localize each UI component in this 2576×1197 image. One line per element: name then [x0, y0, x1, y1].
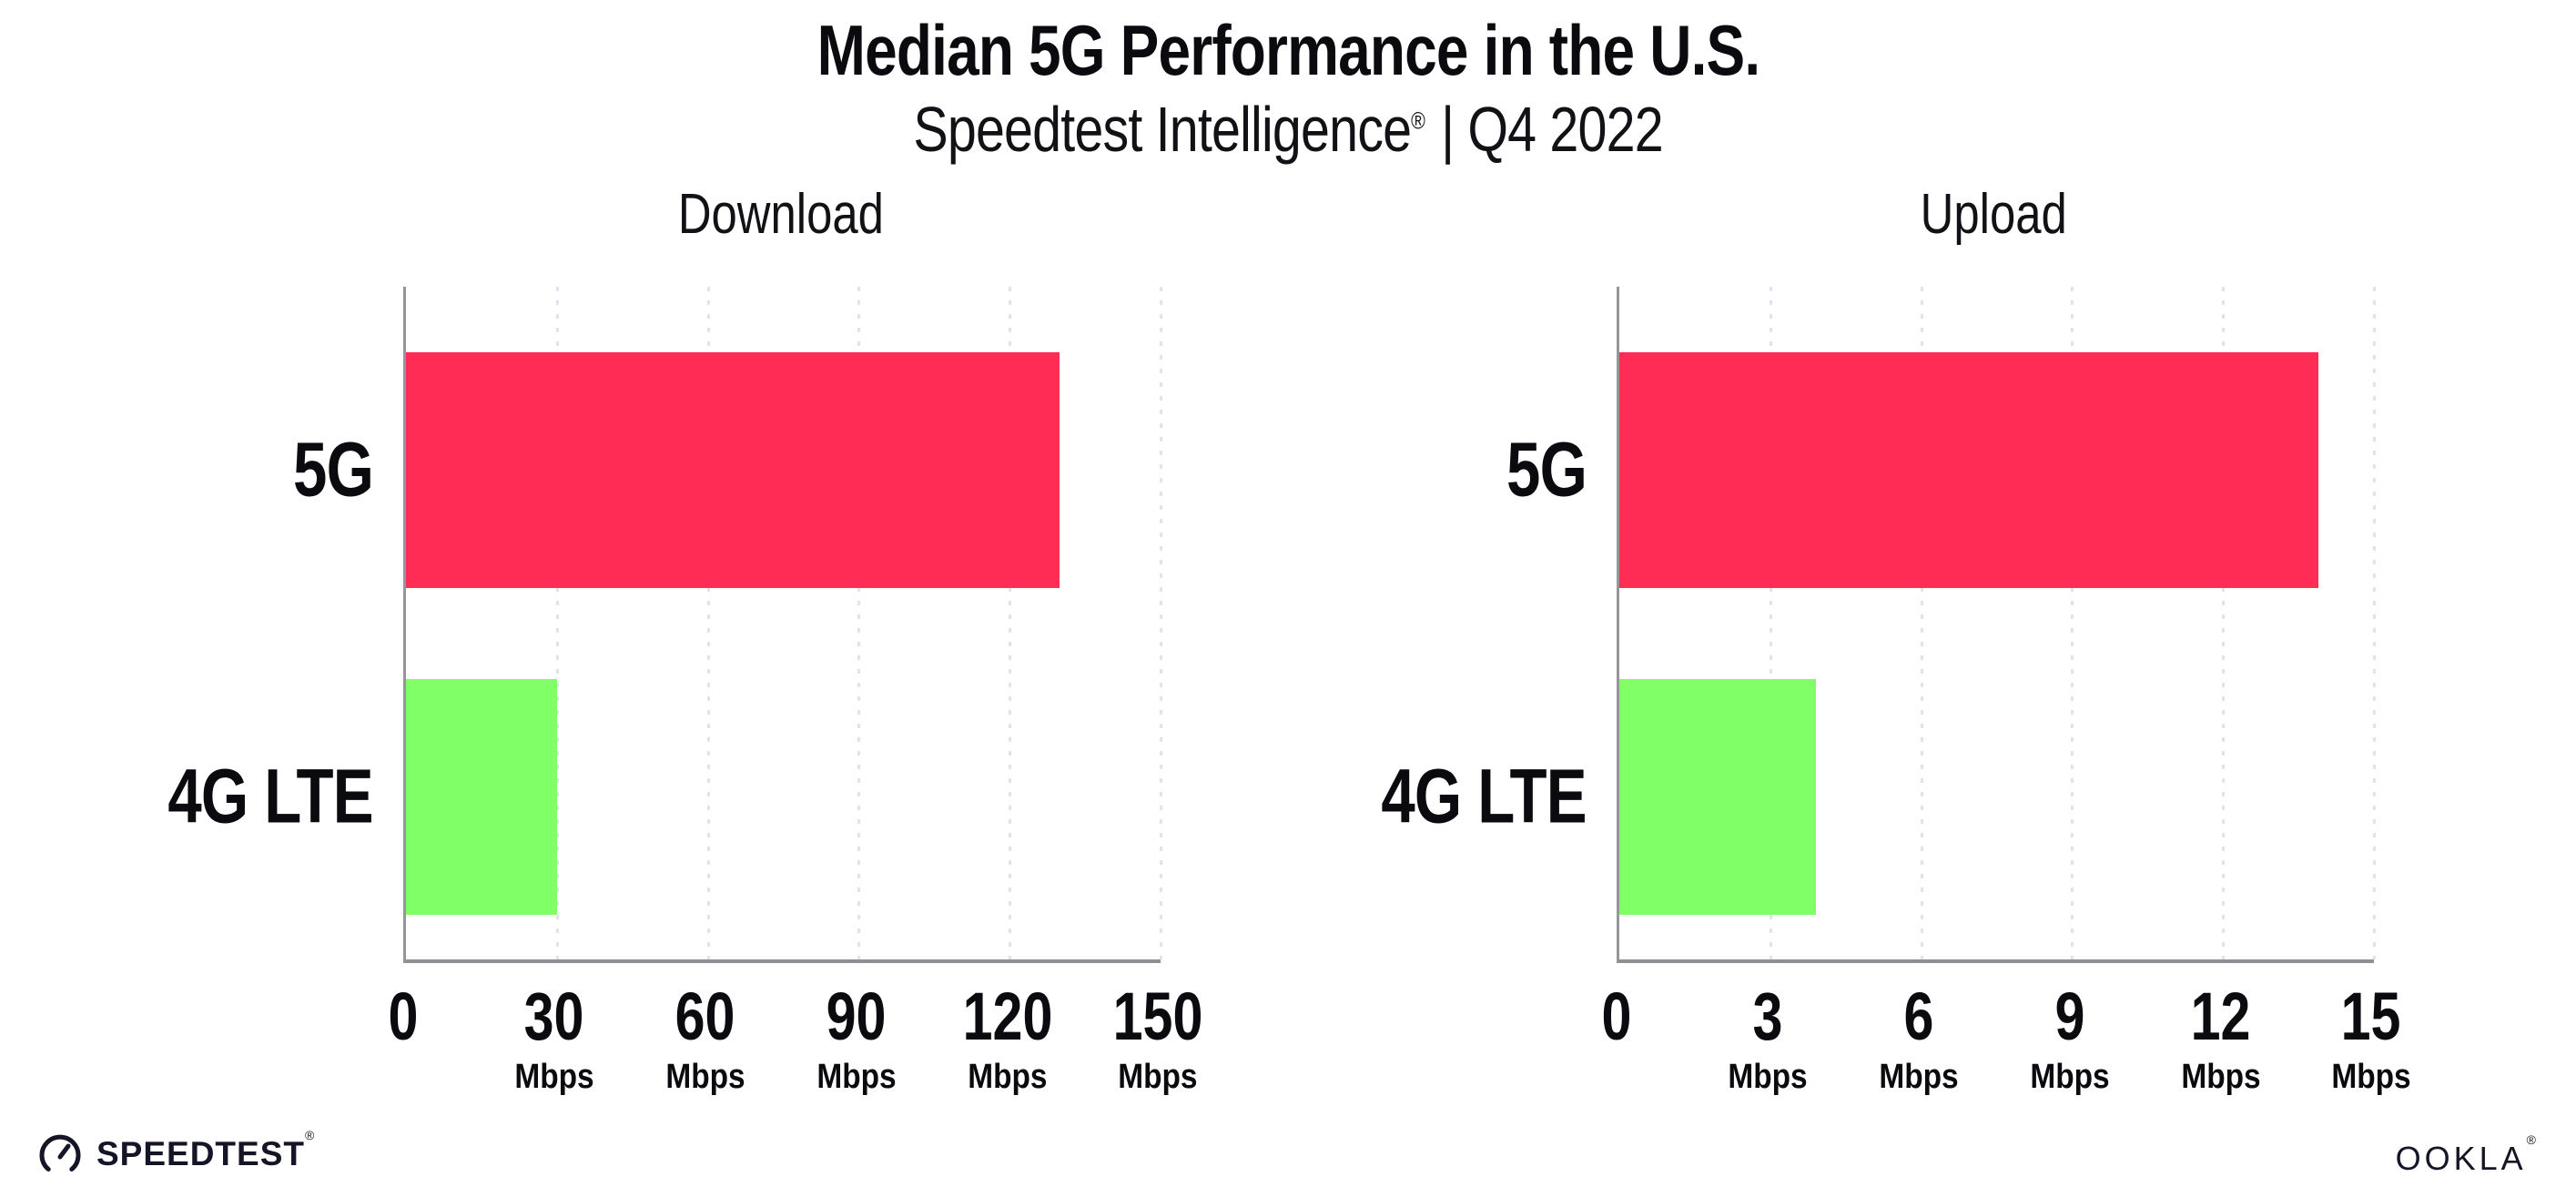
speedtest-logo: SPEEDTEST® [38, 1128, 316, 1176]
row-label-text: 5G [292, 426, 374, 512]
x-tick: 3 Mbps [1722, 979, 1812, 1096]
x-tick: 60 Mbps [660, 979, 750, 1096]
tick-number: 15 [2341, 979, 2401, 1054]
gridline [1009, 287, 1012, 959]
x-tick: 15 Mbps [2326, 979, 2416, 1096]
tick-unit: Mbps [2181, 1058, 2261, 1096]
download-panel-heading: Download [403, 182, 1158, 247]
gridline [706, 287, 710, 959]
x-tick: 6 Mbps [1873, 979, 1963, 1096]
tick-number: 150 [1112, 979, 1203, 1054]
gridline [2222, 287, 2226, 959]
row-label-text: 4G LTE [167, 753, 374, 839]
tick-unit: Mbps [1879, 1058, 1959, 1096]
upload-panel-heading: Upload [1617, 182, 2371, 247]
tick-number: 6 [1903, 979, 1934, 1054]
ookla-logo: OOKLA® [2395, 1132, 2540, 1178]
tick-unit: Mbps [514, 1058, 594, 1096]
speedtest-wordmark: SPEEDTEST® [96, 1128, 316, 1172]
page-title: Median 5G Performance in the U.S. [0, 9, 2576, 92]
registered-mark: ® [1411, 107, 1425, 135]
row-label-text: 4G LTE [1381, 753, 1587, 839]
row-label-text: 5G [1506, 426, 1587, 512]
subtitle-period: | Q4 2022 [1441, 94, 1664, 165]
x-tick: 120 Mbps [951, 979, 1063, 1096]
x-tick: 30 Mbps [509, 979, 599, 1096]
ookla-wordmark: OOKLA [2395, 1140, 2527, 1177]
x-tick: 150 Mbps [1101, 979, 1213, 1096]
x-tick: 12 Mbps [2175, 979, 2266, 1096]
download-heading-text: Download [677, 183, 884, 246]
download-row-label-5g: 5G [273, 426, 374, 514]
tick-number: 30 [524, 979, 584, 1054]
tick-unit: Mbps [2331, 1058, 2411, 1096]
upload-row-label-5g: 5G [1486, 426, 1587, 514]
tick-unit: Mbps [968, 1058, 1048, 1096]
speedtest-gauge-icon [39, 1134, 81, 1172]
page-subtitle: Speedtest Intelligence® | Q4 2022 [0, 93, 2576, 166]
upload-plot-area [1617, 287, 2376, 963]
upload-row-label-4g-lte: 4G LTE [1330, 753, 1587, 841]
tick-unit: Mbps [665, 1058, 745, 1096]
ookla-registered-mark: ® [2526, 1132, 2540, 1147]
upload-bar-5g [1619, 352, 2319, 588]
gridline [2373, 287, 2376, 959]
tick-number: 0 [388, 979, 419, 1054]
tick-number: 12 [2191, 979, 2251, 1054]
gridline [1160, 287, 1162, 959]
download-row-label-4g-lte: 4G LTE [117, 753, 374, 841]
gridline [1920, 287, 1923, 959]
x-tick: 9 Mbps [2024, 979, 2115, 1096]
tick-number: 9 [2054, 979, 2085, 1054]
download-bar-4g-lte [406, 679, 557, 915]
download-plot-area [403, 287, 1162, 963]
tick-number: 3 [1752, 979, 1783, 1054]
upload-bar-4g-lte [1619, 679, 1816, 915]
gridline [1769, 287, 1772, 959]
speedtest-registered-mark: ® [305, 1128, 316, 1142]
x-tick: 0 [1597, 983, 1635, 1050]
tick-number: 0 [1601, 979, 1632, 1054]
gridline [555, 287, 559, 959]
tick-number: 90 [827, 979, 887, 1054]
x-tick: 90 Mbps [811, 979, 901, 1096]
gridline [857, 287, 861, 959]
download-bar-5g [406, 352, 1060, 588]
page-subtitle-text: Speedtest Intelligence® | Q4 2022 [913, 93, 1664, 166]
x-tick: 0 [384, 983, 421, 1050]
upload-heading-text: Upload [1920, 183, 2068, 246]
gridline [2071, 287, 2074, 959]
brand-name: Speedtest Intelligence [913, 94, 1412, 165]
page-title-text: Median 5G Performance in the U.S. [816, 10, 1760, 90]
tick-unit: Mbps [816, 1058, 897, 1096]
tick-unit: Mbps [2030, 1058, 2110, 1096]
tick-unit: Mbps [1728, 1058, 1808, 1096]
tick-number: 60 [675, 979, 735, 1054]
tick-number: 120 [962, 979, 1053, 1054]
tick-unit: Mbps [1118, 1058, 1198, 1096]
